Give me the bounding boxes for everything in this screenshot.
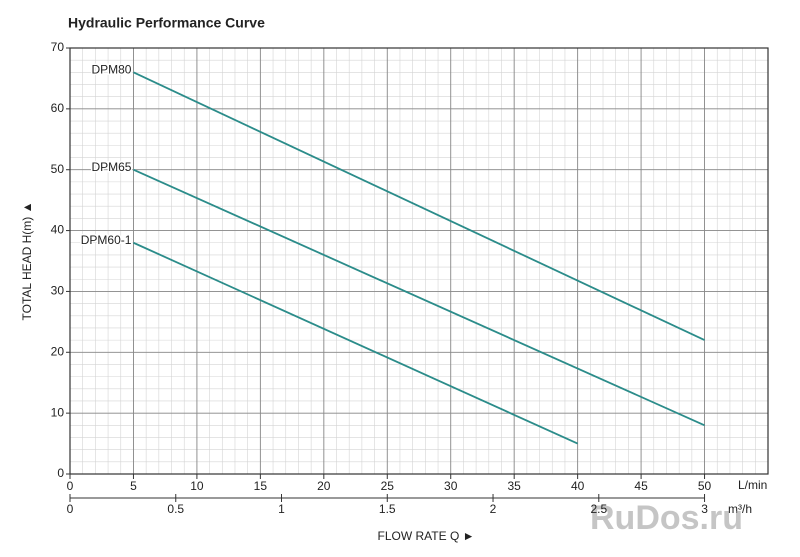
y-tick-label: 30 [51,284,65,298]
x-axis-label: FLOW RATE Q ► [378,529,475,543]
x-tick-label: 25 [381,479,395,493]
x2-tick-label: 0.5 [167,502,184,516]
y-tick-label: 0 [57,466,64,480]
series-label: DPM80 [91,63,131,77]
plot-frame [69,47,769,475]
y-tick-label: 20 [51,344,65,358]
x2-tick-label: 0 [67,502,74,516]
x-tick-label: 10 [190,479,204,493]
y-tick-label: 40 [51,223,65,237]
x2-unit: m³/h [728,502,752,516]
x-tick-label: 15 [254,479,268,493]
y-tick-label: 60 [51,101,65,115]
x-tick-label: 20 [317,479,331,493]
x-tick-label: 40 [571,479,585,493]
series-label: DPM60-1 [81,233,132,247]
x2-tick-label: 1.5 [379,502,396,516]
chart-title: Hydraulic Performance Curve [68,15,265,31]
y-tick-label: 50 [51,162,65,176]
x2-tick-label: 2.5 [590,502,607,516]
x-tick-label: 35 [508,479,522,493]
x-tick-label: 50 [698,479,712,493]
x-unit: L/min [738,478,767,492]
x-tick-label: 5 [130,479,137,493]
series-line [133,71,705,341]
x-tick-label: 45 [634,479,648,493]
x2-tick-label: 3 [701,502,708,516]
x2-tick-label: 1 [278,502,285,516]
watermark: RuDos.ru [590,499,743,537]
x-tick-label: 0 [67,479,74,493]
y-axis-label: TOTAL HEAD H(m) ▲ [20,202,34,321]
y-tick-label: 10 [51,405,65,419]
series-line [133,241,579,445]
x2-tick-label: 2 [490,502,497,516]
y-tick-label: 70 [51,40,65,54]
series-line [133,168,705,427]
x-tick-label: 30 [444,479,458,493]
series-label: DPM65 [91,160,131,174]
